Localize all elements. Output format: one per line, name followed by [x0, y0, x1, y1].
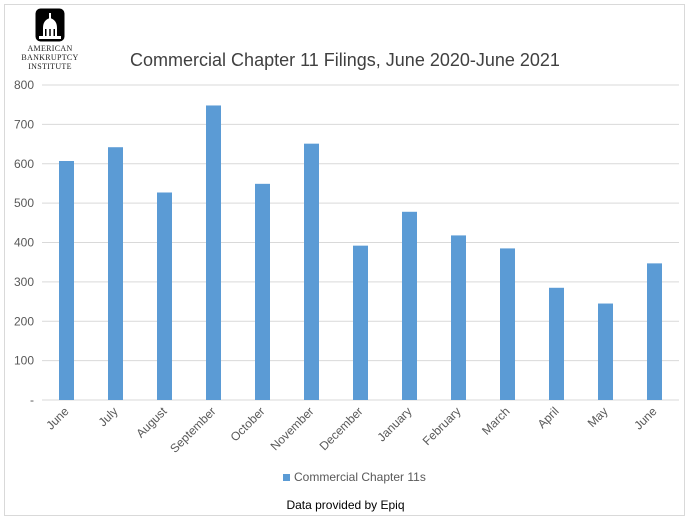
y-tick-label: 600: [14, 157, 34, 171]
bar: [304, 143, 319, 400]
y-tick-label: 700: [14, 117, 34, 131]
logo-line-3: Institute: [28, 62, 72, 71]
chart-title: Commercial Chapter 11 Filings, June 2020…: [130, 50, 560, 70]
bar: [402, 211, 417, 400]
legend-swatch: [283, 474, 290, 481]
y-tick-label: 800: [14, 78, 34, 92]
bar: [59, 160, 74, 400]
y-tick-label: 300: [14, 275, 34, 289]
bar: [647, 263, 662, 400]
x-tick-label: June: [631, 404, 660, 433]
bar: [206, 105, 221, 400]
bar: [108, 147, 123, 400]
y-tick-label: 400: [14, 236, 34, 250]
x-tick-label: May: [585, 404, 611, 430]
bar: [451, 235, 466, 400]
logo-line-1: American: [27, 44, 73, 53]
x-tick-label: June: [43, 404, 72, 433]
legend-label: Commercial Chapter 11s: [294, 470, 426, 484]
y-tick-label: -: [30, 393, 34, 407]
data-source-note: Data provided by Epiq: [286, 498, 405, 512]
x-tick-label: November: [268, 404, 317, 453]
x-tick-label: October: [228, 404, 268, 444]
chart-frame: [4, 4, 685, 516]
x-tick-label: April: [535, 404, 562, 431]
x-tick-label: August: [133, 404, 170, 441]
bar: [157, 192, 172, 400]
x-tick-label: December: [317, 404, 366, 453]
bar: [598, 303, 613, 400]
bar: [353, 245, 368, 400]
bar: [255, 183, 270, 400]
x-tick-label: January: [375, 404, 415, 444]
y-tick-label: 500: [14, 196, 34, 210]
capitol-dome-icon: [35, 8, 65, 42]
x-tick-label: July: [96, 404, 121, 429]
bar: [500, 248, 515, 400]
y-tick-label: 100: [14, 354, 34, 368]
x-tick-label: February: [420, 404, 464, 448]
x-tick-label: September: [167, 404, 218, 455]
bar: [549, 287, 564, 400]
y-tick-label: 200: [14, 314, 34, 328]
logo-line-2: Bankruptcy: [21, 53, 79, 62]
x-tick-label: March: [479, 404, 512, 437]
abi-logo: American Bankruptcy Institute: [14, 8, 86, 71]
